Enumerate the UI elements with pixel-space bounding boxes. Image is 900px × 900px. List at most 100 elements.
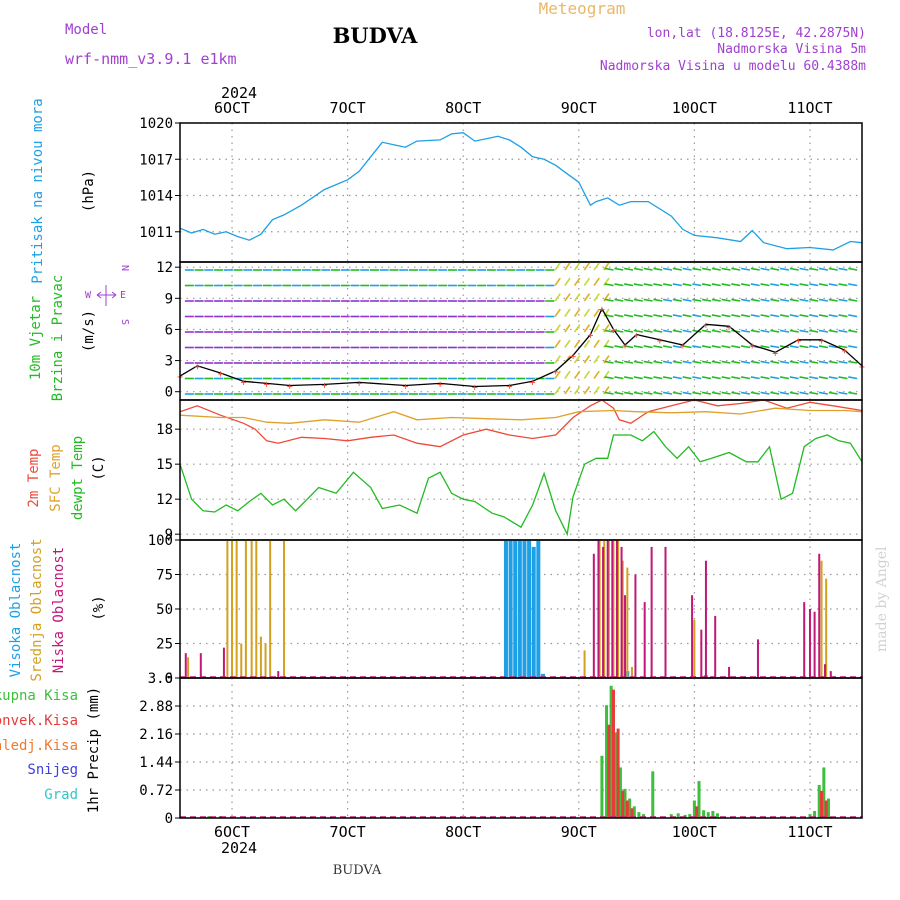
cloud-visoka-oblacnost-bar <box>513 540 518 678</box>
wind-gust-marker: + <box>819 336 825 347</box>
wind-arrow <box>653 283 663 287</box>
wind-arrow <box>760 314 770 318</box>
wind-arrow <box>663 376 673 380</box>
wind-arrow <box>633 360 643 364</box>
wind-arrow <box>653 314 663 318</box>
wind-arrow <box>564 308 571 317</box>
wind-arrow <box>604 360 614 364</box>
wind-arrow <box>614 329 624 333</box>
wind-arrow <box>770 345 780 349</box>
wind-arrow <box>838 376 848 380</box>
legend-ukupna-kisa: Ukupna Kisa <box>0 688 78 704</box>
wind-gust-marker: + <box>530 377 536 388</box>
temperature-ytick-label-3: 18 <box>156 422 173 438</box>
cloud-niska-oblacnost-bar <box>664 546 667 678</box>
cloud-panel: 0 25 50 75 100 <box>148 533 863 687</box>
wind-arrow <box>789 267 799 271</box>
cloud-visoka-oblacnost-bar <box>531 546 536 678</box>
wind-arrow <box>721 314 731 318</box>
wind-arrow <box>554 262 561 271</box>
cloud-srednja-oblacnost-bar <box>626 567 629 678</box>
wind-arrow <box>731 345 741 349</box>
wind-arrow <box>643 391 653 395</box>
wind-arrow <box>692 329 702 333</box>
cloud-niska-oblacnost-bar <box>650 546 653 678</box>
wind-arrow <box>593 339 600 348</box>
wind-gust-marker: + <box>657 336 663 347</box>
wind-arrow <box>624 267 634 271</box>
wind-arrow <box>624 298 634 302</box>
precip-ytick-label-1: 0.72 <box>139 783 173 799</box>
cloud-srednja-oblacnost-bar <box>617 540 620 678</box>
wind-arrow <box>653 267 663 271</box>
wind-arrow <box>838 267 848 271</box>
wind-arrow <box>838 360 848 364</box>
cloud-mid-ylabel: Srednja Oblacnost <box>29 538 45 681</box>
wind-arrow <box>750 376 760 380</box>
wind-arrow <box>633 391 643 395</box>
wind-arrow <box>593 308 600 317</box>
cloud-unit: (%) <box>91 595 107 620</box>
wind-arrow <box>604 267 614 271</box>
wind-arrow <box>848 329 858 333</box>
wind-arrow <box>779 360 790 364</box>
wind-arrow <box>818 314 829 318</box>
cloud-niska-oblacnost-bar <box>808 609 811 678</box>
cloud-ytick-label-0: 0 <box>165 671 173 687</box>
temperature-2m-temp-line <box>179 399 863 448</box>
wind-arrow <box>770 298 780 302</box>
wind-arrow <box>624 314 634 318</box>
temperature-sfc-temp-line <box>179 407 863 424</box>
compass-east: E <box>120 290 126 301</box>
precip-ytick-label-3: 2.16 <box>139 727 173 743</box>
cloud-high-ylabel: Visoka Oblacnost <box>8 543 24 678</box>
wind-arrow <box>721 345 731 349</box>
wind-arrow <box>633 376 643 380</box>
wind-gust-marker: + <box>842 346 848 357</box>
wind-arrow <box>809 391 819 395</box>
wind-arrow <box>818 283 829 287</box>
wind-arrow <box>624 283 634 287</box>
wind-arrow <box>809 329 819 333</box>
wind-arrow <box>789 360 799 364</box>
wind-arrow <box>789 298 799 302</box>
wind-arrow <box>779 283 790 287</box>
wind-arrow <box>672 391 682 395</box>
wind-vector-field <box>184 262 858 395</box>
wind-arrow <box>828 360 838 364</box>
credit-text: made by Angel <box>874 546 890 652</box>
cloud-niska-oblacnost-bar <box>592 553 595 678</box>
cloud-niska-oblacnost-bar <box>824 664 827 678</box>
wind-ylabels: 10m Vjetar Brzina i Pravac (m/s) W E N S <box>28 265 130 401</box>
wind-arrow <box>711 391 721 395</box>
wind-arrow <box>731 283 741 287</box>
wind-arrow <box>818 391 829 395</box>
cloud-srednja-oblacnost-bar <box>825 578 828 678</box>
cloud-ytick-label-4: 100 <box>148 533 173 549</box>
cloud-srednja-oblacnost-bar <box>235 540 238 678</box>
cloud-srednja-oblacnost-bar <box>269 540 272 678</box>
wind-gust-marker: + <box>553 367 559 378</box>
wind-arrow <box>799 345 809 349</box>
wind-arrow <box>828 314 838 318</box>
wind-gust-marker: + <box>264 379 270 390</box>
wind-arrow <box>554 339 561 348</box>
wind-arrow <box>573 308 581 317</box>
wind-arrow <box>672 283 682 287</box>
temp2m-ylabel: 2m Temp <box>26 448 42 507</box>
wind-arrow <box>583 355 591 364</box>
wind-arrow <box>799 329 809 333</box>
precip-ytick-label-0: 0 <box>165 811 173 827</box>
wind-arrow <box>701 391 712 395</box>
cloud-niska-oblacnost-bar <box>611 540 614 678</box>
wind-arrow <box>818 345 829 349</box>
wind-arrow <box>750 314 760 318</box>
elevation-text: Nadmorska Visina 5m <box>717 42 866 57</box>
wind-arrow <box>760 267 770 271</box>
wind-arrow <box>692 283 702 287</box>
wind-arrow <box>692 376 702 380</box>
wind-arrow <box>740 376 751 380</box>
pressure-unit: (hPa) <box>81 170 97 212</box>
wind-arrow <box>740 298 751 302</box>
wind-arrow <box>848 360 858 364</box>
